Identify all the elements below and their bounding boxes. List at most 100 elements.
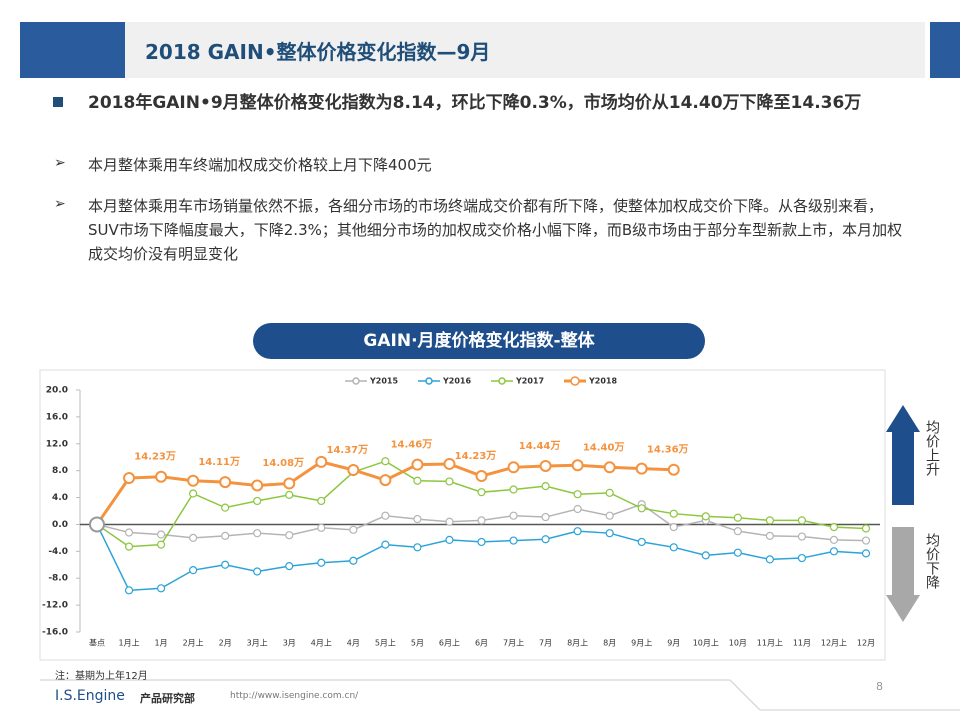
point [667,463,680,476]
point [189,489,198,498]
header-block-right [930,22,960,78]
x-tick-label: 11月上 [757,639,783,648]
point [381,457,390,466]
chart-frame [39,369,886,661]
page-number: 8 [876,680,883,693]
point [861,524,871,533]
point [635,462,648,475]
point [637,504,646,513]
point [156,540,166,549]
x-tick-label: 基点 [89,638,105,648]
x-tick-label: 3月上 [247,639,268,648]
x-tick-label: 12月 [857,639,875,648]
legend-marker [425,377,433,385]
point [156,530,166,539]
point [539,459,552,472]
y-tick-label: -4.0 [48,547,68,557]
point [475,470,488,483]
y-tick-label: -8.0 [48,574,68,584]
point [155,470,168,483]
point [701,551,710,560]
point [411,458,424,471]
sub-bullet: 本月整体乘用车终端加权成交价格较上月下降400元 [88,156,432,174]
legend-label: Y2017 [515,377,544,386]
point [605,511,614,520]
point [156,584,166,593]
bullet-square [53,97,63,107]
point [733,548,742,557]
url: http://www.isengine.com.cn/ [230,691,359,701]
point [605,488,614,497]
point [733,527,742,536]
header-bar [20,22,925,78]
point [349,556,358,565]
arrow-bullet: ➢ [54,155,66,171]
note: 注：基期为上年12月 [55,671,148,682]
point [571,459,584,472]
point [733,513,742,522]
annotation: 14.44万 [519,440,561,452]
x-tick-label: 3月 [283,639,296,648]
point [283,477,296,490]
point [349,525,358,534]
point [124,528,134,537]
point [605,529,614,538]
annotation: 14.08万 [262,457,304,469]
x-tick-label: 8月 [603,639,616,648]
point [317,523,326,532]
point [124,542,134,551]
header-block [20,22,125,78]
point [189,533,198,542]
x-tick-label: 6月 [475,639,488,648]
point [829,547,839,556]
point [317,496,326,506]
x-tick-label: 7月 [539,639,552,648]
point [507,461,520,474]
legend-label: Y2015 [369,377,398,386]
point [603,461,616,474]
x-tick-label: 2月 [219,639,232,648]
chart-title: GAIN·月度价格变化指数-整体 [253,323,705,359]
annotation: 14.40万 [583,441,625,453]
point [701,512,710,521]
point [445,517,454,526]
point [797,516,807,525]
point [285,562,294,571]
x-tick-label: 12月上 [821,639,847,648]
y-tick-label: 12.0 [46,439,68,449]
x-tick-label: 9月上 [631,639,652,648]
point [477,488,486,497]
point [253,567,262,576]
x-tick-label: 4月上 [311,639,332,648]
point [445,535,454,545]
point [509,536,518,545]
point [381,511,390,520]
y-tick-label: 4.0 [52,493,68,503]
point [124,586,134,595]
legend-marker [352,377,360,385]
point [637,537,646,547]
x-tick-label: 6月上 [439,639,460,648]
main-bullet: 2018年GAIN•9月整体价格变化指数为8.14，环比下降0.3%，市场均价从… [88,93,862,113]
series-line [96,524,867,592]
point [317,558,326,567]
point [541,482,550,491]
point [669,509,678,518]
up-label: 均价上升 [924,420,940,476]
point [477,537,486,547]
annotation: 14.46万 [391,439,433,451]
point [189,566,198,575]
header-title: 2018 GAIN•整体价格变化指数—9月 [145,40,491,64]
x-tick-label: 4月 [347,639,360,648]
y-tick-label: -12.0 [42,601,68,611]
point [541,535,550,544]
point [251,479,264,492]
legend-marker [570,376,580,386]
point [413,476,422,485]
annotation: 14.11万 [198,456,240,468]
down-arrow [886,527,920,622]
y-tick-label: 0.0 [52,520,68,530]
up-arrow [886,405,920,505]
